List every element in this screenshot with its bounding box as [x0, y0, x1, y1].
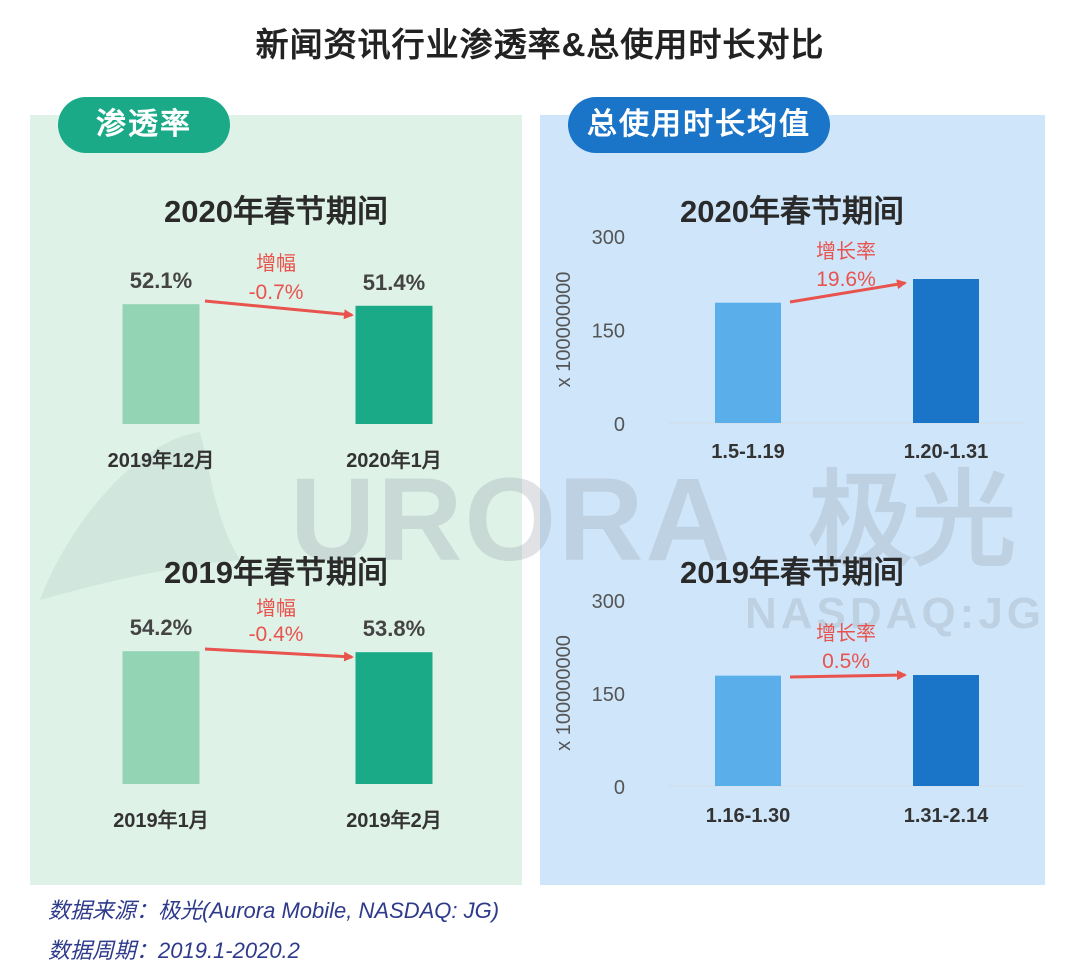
annotation-value: 19.6% [816, 268, 876, 291]
value-label: 52.1% [130, 268, 192, 293]
change-arrow [789, 279, 907, 304]
chart-title: 2020年春节期间 [680, 194, 904, 229]
page-title: 新闻资讯行业渗透率&总使用时长对比 [255, 26, 825, 63]
change-arrow [204, 647, 354, 662]
y-tick-label: 150 [592, 684, 625, 706]
annotation-label: 增幅 [256, 252, 296, 275]
change-arrow [204, 299, 354, 320]
x-category-label: 1.5-1.19 [711, 441, 784, 463]
usage-duration-label: 总使用时长均值 [568, 97, 830, 153]
bar [913, 279, 979, 423]
x-category-label: 2019年2月 [346, 808, 442, 832]
x-category-label: 1.20-1.31 [904, 441, 989, 463]
penetration-label: 渗透率 [58, 97, 230, 153]
chart-title: 2019年春节期间 [680, 555, 904, 590]
change-arrow [789, 670, 907, 681]
y-axis-label: x 100000000 [553, 635, 575, 751]
y-tick-label: 0 [614, 414, 625, 436]
annotation-label: 增长率 [816, 622, 876, 645]
y-tick-label: 300 [592, 591, 625, 613]
bar [715, 302, 781, 423]
bar [122, 651, 200, 784]
x-category-label: 2020年1月 [346, 448, 442, 472]
annotation-label: 增幅 [256, 597, 296, 620]
source-line: 数据来源：极光(Aurora Mobile, NASDAQ: JG) [48, 898, 500, 923]
bar [715, 675, 781, 786]
value-label: 53.8% [363, 616, 425, 641]
bar [355, 652, 433, 784]
value-label: 51.4% [363, 270, 425, 295]
x-category-label: 2019年12月 [108, 448, 215, 472]
y-axis-label: x 100000000 [553, 272, 575, 388]
annotation-value: 0.5% [822, 650, 870, 673]
value-label: 54.2% [130, 615, 192, 640]
period-line: 数据周期：2019.1-2020.2 [48, 938, 300, 963]
chart-title: 2020年春节期间 [164, 194, 388, 229]
x-category-label: 1.31-2.14 [904, 805, 989, 827]
bar [913, 675, 979, 786]
y-tick-label: 300 [592, 227, 625, 249]
y-tick-label: 150 [592, 321, 625, 343]
bar [355, 305, 433, 424]
annotation-label: 增长率 [816, 240, 876, 263]
y-tick-label: 0 [614, 777, 625, 799]
annotation-value: -0.7% [249, 281, 304, 304]
bar [122, 304, 200, 424]
annotation-value: -0.4% [249, 623, 304, 646]
chart-title: 2019年春节期间 [164, 555, 388, 590]
x-category-label: 1.16-1.30 [706, 805, 791, 827]
x-category-label: 2019年1月 [113, 808, 209, 832]
